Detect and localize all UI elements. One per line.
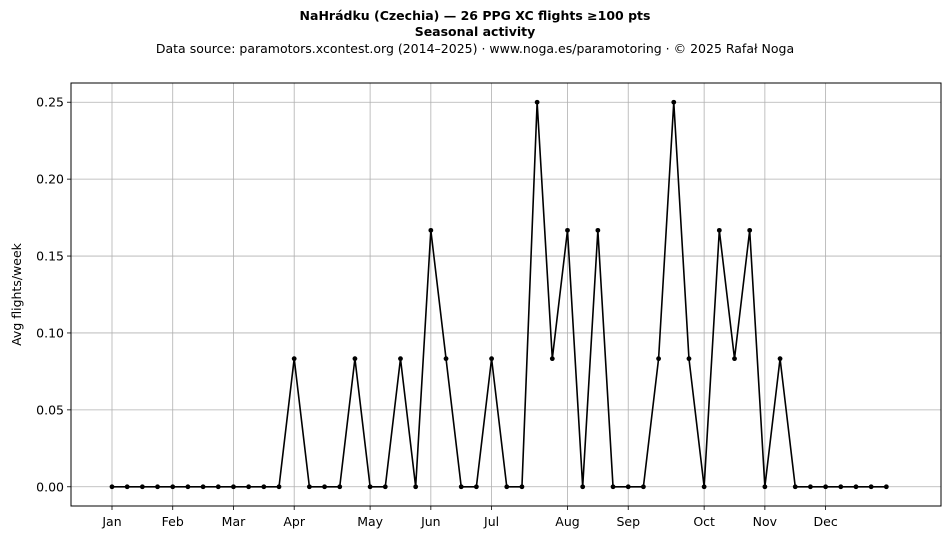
chart-caption: Data source: paramotors.xcontest.org (20… — [155, 41, 795, 56]
data-point — [322, 484, 327, 490]
data-point — [534, 99, 540, 105]
data-point — [762, 484, 768, 490]
data-point — [155, 484, 160, 490]
data-point — [291, 356, 297, 362]
plot-frame — [70, 82, 942, 507]
data-point — [701, 484, 707, 490]
data-point — [732, 356, 737, 362]
data-point — [823, 484, 829, 490]
y-tick-label: 0.10 — [36, 325, 64, 340]
data-point — [170, 484, 176, 490]
data-point — [838, 484, 844, 490]
y-tick-label: 0.20 — [36, 172, 64, 187]
data-point — [565, 227, 570, 233]
data-point — [231, 484, 236, 490]
data-point — [595, 227, 601, 233]
chart-titles: NaHrádku (Czechia) — 26 PPG XC flights ≥… — [0, 8, 950, 58]
data-point — [306, 484, 312, 490]
y-tick-label: 0.00 — [36, 479, 64, 494]
x-tick-label: Jul — [483, 514, 499, 529]
data-point — [398, 356, 403, 362]
data-point — [716, 227, 722, 233]
y-tick-label: 0.05 — [36, 402, 64, 417]
x-tick-label: Aug — [555, 514, 579, 529]
data-point — [124, 484, 130, 490]
data-point — [671, 99, 677, 105]
data-point — [808, 484, 813, 490]
x-tick-label: Nov — [753, 514, 778, 529]
data-point — [883, 484, 889, 490]
x-tick-label: Mar — [222, 514, 246, 529]
y-axis-label: Avg flights/week — [9, 242, 24, 346]
y-axis-ticks: 0.00 0.05 0.10 0.15 0.20 0.25 — [36, 95, 71, 494]
x-tick-label: Dec — [814, 514, 838, 529]
chart-subtitle: Seasonal activity — [414, 24, 536, 39]
chart-title: NaHrádku (Czechia) — 26 PPG XC flights ≥… — [299, 8, 651, 23]
x-tick-label: May — [357, 514, 383, 529]
data-point — [413, 484, 419, 490]
data-point — [337, 484, 343, 490]
data-point — [458, 484, 464, 490]
data-point — [853, 484, 859, 490]
x-tick-label: Apr — [283, 514, 305, 529]
x-tick-label: Oct — [693, 514, 715, 529]
data-point — [549, 356, 555, 362]
grid-lines — [71, 83, 941, 506]
data-point — [109, 484, 115, 490]
data-point — [139, 484, 145, 490]
data-point — [428, 227, 434, 233]
data-point — [792, 484, 798, 490]
data-point — [261, 484, 267, 490]
data-point — [367, 484, 373, 490]
data-point — [443, 356, 449, 362]
data-point — [473, 484, 479, 490]
data-point — [200, 484, 206, 490]
data-point — [686, 356, 692, 362]
series-line — [111, 101, 887, 488]
data-point — [656, 356, 661, 362]
data-point — [504, 484, 510, 490]
data-point — [185, 484, 191, 490]
x-tick-label: Jun — [420, 514, 441, 529]
data-point — [246, 484, 252, 490]
data-point — [489, 356, 494, 362]
y-tick-label: 0.25 — [36, 95, 64, 110]
data-point — [868, 484, 874, 490]
data-point — [519, 484, 525, 490]
x-tick-label: Feb — [162, 514, 184, 529]
data-point — [580, 484, 586, 490]
series-group — [109, 99, 889, 490]
data-point — [276, 484, 282, 490]
y-tick-label: 0.15 — [36, 249, 64, 264]
data-point — [641, 484, 646, 490]
data-point — [777, 356, 783, 362]
x-tick-label: Jan — [101, 514, 121, 529]
data-point — [352, 356, 358, 362]
x-axis-ticks: Jan Feb Mar Apr May Jun Jul Aug Sep Oct Nov Dec — [101, 506, 838, 529]
data-point — [747, 227, 753, 233]
data-point — [610, 484, 616, 490]
data-point — [215, 484, 221, 490]
data-point — [382, 484, 388, 490]
x-tick-label: Sep — [616, 514, 640, 529]
data-point — [625, 484, 631, 490]
